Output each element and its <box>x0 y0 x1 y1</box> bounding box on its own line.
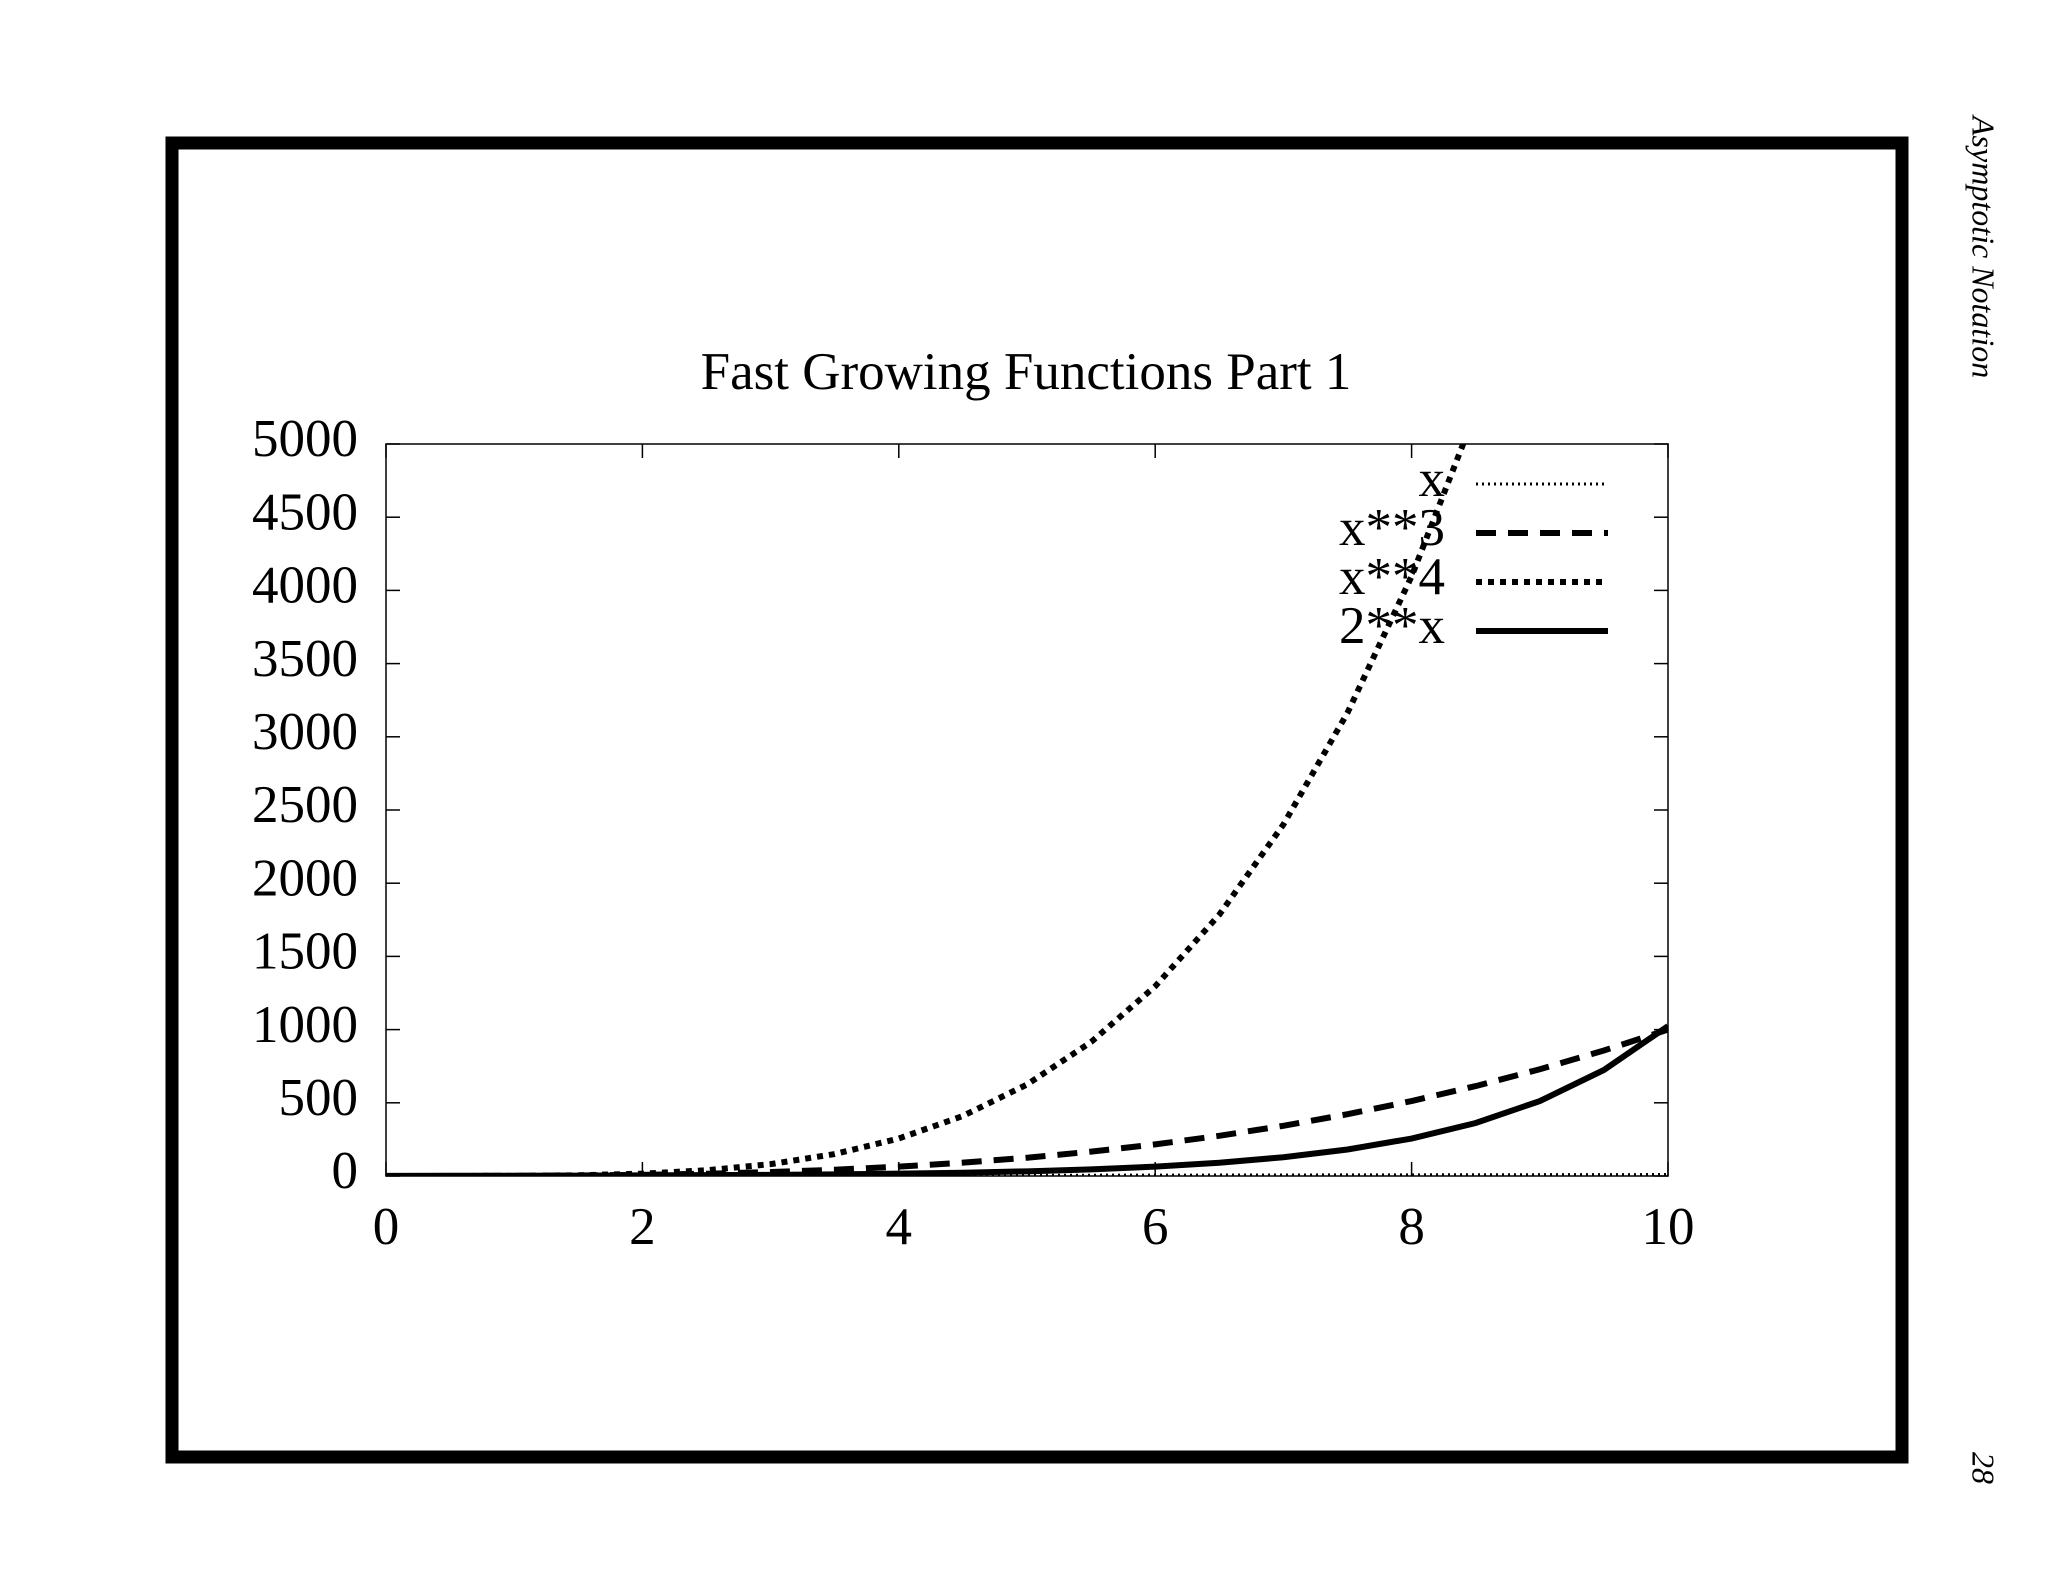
series-line <box>386 1023 1668 1176</box>
legend-label: x**3 <box>1339 499 1445 557</box>
y-tick-label: 1500 <box>252 923 358 981</box>
x-tick-label: 2 <box>629 1198 656 1256</box>
x-tick-label: 8 <box>1398 1198 1425 1256</box>
x-tick-label: 4 <box>886 1198 913 1256</box>
y-tick-label: 3500 <box>252 630 358 688</box>
page-number: 28 <box>1966 1452 2002 1484</box>
series-line <box>386 444 1467 1176</box>
y-tick-label: 1000 <box>252 996 358 1054</box>
y-tick-label: 2000 <box>252 849 358 907</box>
chart-title: Fast Growing Functions Part 1 <box>701 343 1352 401</box>
x-tick-label: 6 <box>1142 1198 1169 1256</box>
series-line <box>386 1026 1668 1176</box>
series-line <box>386 1173 1668 1176</box>
y-tick-label: 4000 <box>252 557 358 615</box>
running-head: Asymptotic Notation <box>1966 114 2002 378</box>
y-tick-label: 0 <box>332 1142 359 1200</box>
slide-frame <box>165 136 1909 1464</box>
x-tick-label: 10 <box>1642 1198 1695 1256</box>
legend-label: 2**x <box>1339 597 1445 655</box>
x-tick-label: 0 <box>373 1198 400 1256</box>
y-tick-label: 5000 <box>252 410 358 468</box>
y-tick-label: 500 <box>279 1069 359 1127</box>
plot-area <box>386 444 1668 1176</box>
y-tick-label: 2500 <box>252 776 358 834</box>
y-tick-label: 3000 <box>252 703 358 761</box>
y-tick-label: 4500 <box>252 483 358 541</box>
legend-label: x <box>1419 450 1446 508</box>
legend-label: x**4 <box>1339 548 1445 606</box>
plot-border <box>385 443 1669 1177</box>
